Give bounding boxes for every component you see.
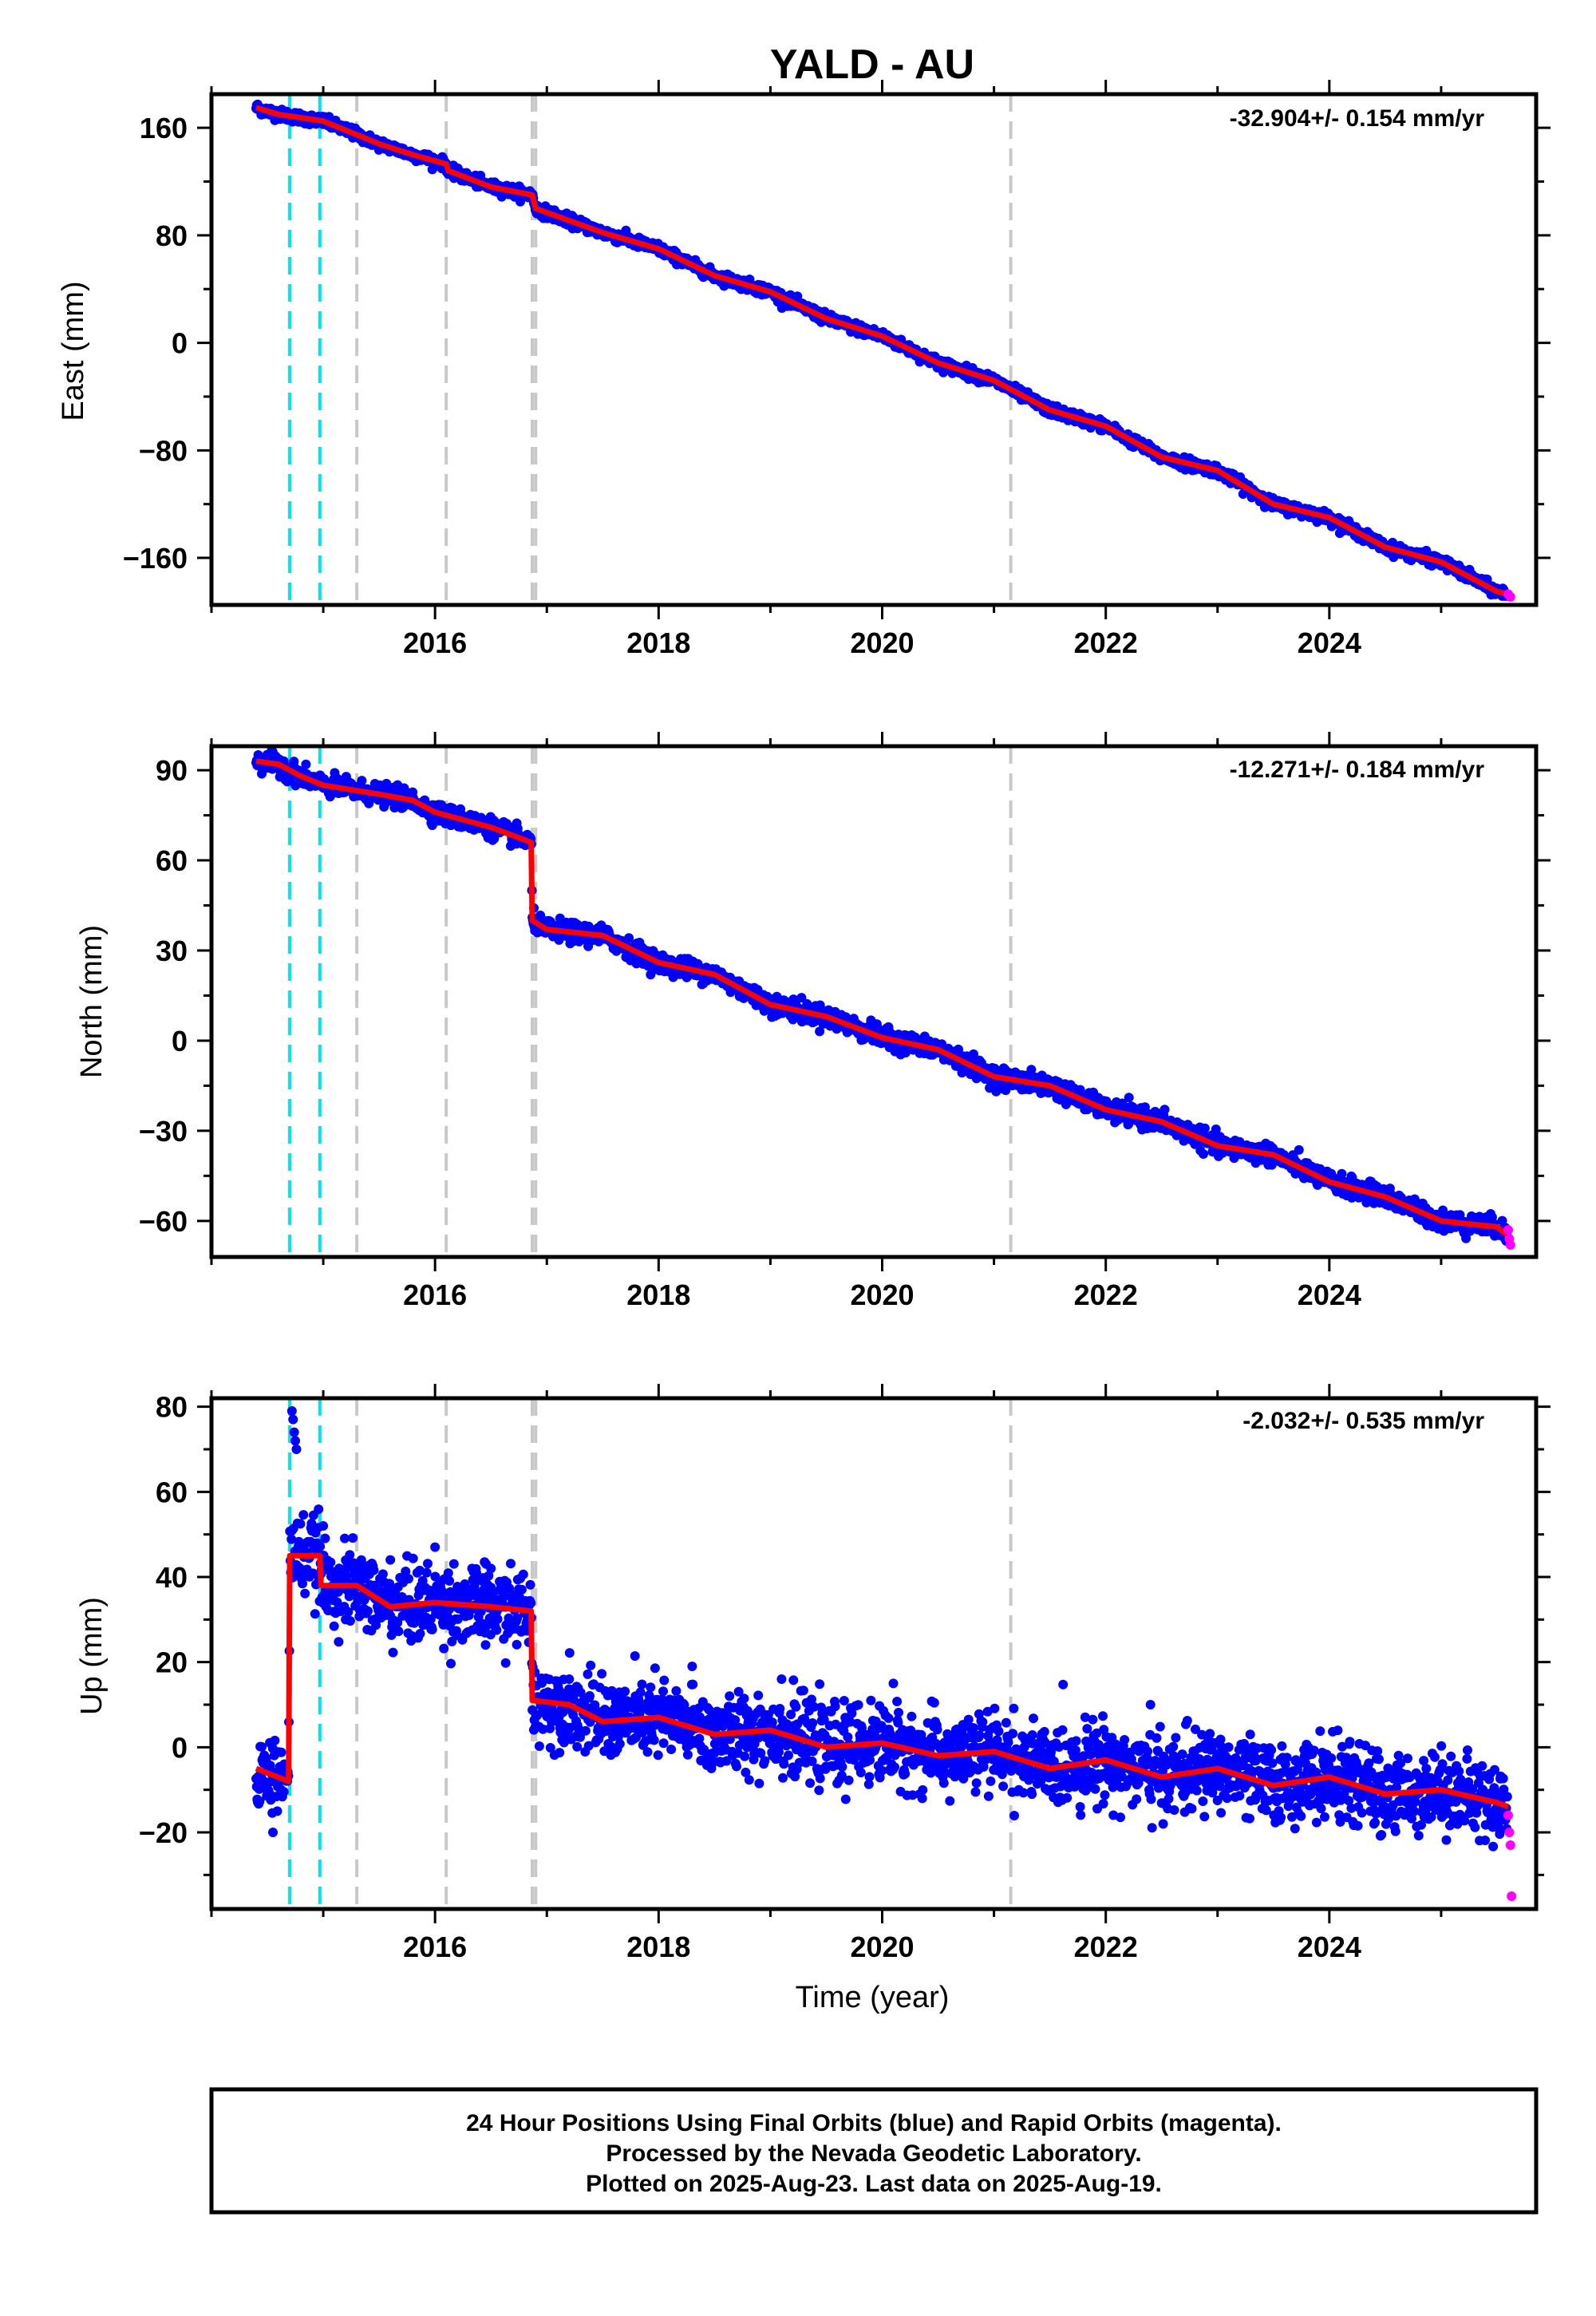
chart-title: YALD - AU bbox=[770, 41, 974, 88]
north-data-point bbox=[357, 776, 367, 786]
east-y-tick-label: 80 bbox=[156, 219, 188, 252]
north-data-point bbox=[301, 759, 311, 769]
north-data-point bbox=[1124, 1093, 1134, 1103]
north-rate-label: -12.271+/- 0.184 mm/yr bbox=[1230, 757, 1485, 783]
north-data-point bbox=[624, 933, 634, 943]
north-data-point bbox=[1461, 1233, 1472, 1243]
east-x-tick-label: 2024 bbox=[1298, 626, 1361, 659]
east-x-tick-label: 2016 bbox=[403, 626, 467, 659]
east-final-orbit-points bbox=[251, 99, 1512, 601]
north-panel: -12.271+/- 0.184 mm/yr North (mm) 2016 20… bbox=[75, 732, 1551, 1311]
north-data-point bbox=[1199, 1149, 1208, 1159]
north-data-point bbox=[815, 1026, 825, 1037]
east-panel: -32.904+/- 0.154 mm/yr East (mm) 2016 201… bbox=[57, 80, 1551, 659]
north-final-orbit-points bbox=[251, 746, 1512, 1246]
north-ylabel: North (mm) bbox=[75, 925, 109, 1078]
north-data-point bbox=[954, 1044, 963, 1054]
east-model-line bbox=[255, 105, 1509, 597]
east-ylabel: East (mm) bbox=[57, 281, 90, 421]
north-data-point bbox=[1159, 1105, 1170, 1115]
east-x-tick-label: 2020 bbox=[850, 626, 914, 659]
north-data-point bbox=[1211, 1124, 1221, 1134]
north-data-point bbox=[1294, 1144, 1304, 1155]
east-y-tick-label: 0 bbox=[172, 327, 188, 360]
east-rate-label: -32.904+/- 0.154 mm/yr bbox=[1230, 105, 1485, 132]
east-rapid-orbit-point bbox=[1505, 591, 1515, 602]
north-data-point bbox=[1199, 1123, 1210, 1133]
north-data-point bbox=[1026, 1065, 1037, 1075]
north-data-point bbox=[1075, 1085, 1085, 1095]
east-x-tick-label: 2022 bbox=[1074, 626, 1138, 659]
east-y-tick-label: −80 bbox=[139, 434, 188, 467]
east-y-tick-label: 160 bbox=[140, 112, 188, 144]
east-x-tick-label: 2018 bbox=[626, 626, 690, 659]
north-data-point bbox=[1337, 1168, 1347, 1179]
north-data-point bbox=[796, 993, 807, 1003]
east-plot-frame bbox=[209, 92, 1539, 607]
east-y-tick-label: −160 bbox=[123, 542, 188, 575]
